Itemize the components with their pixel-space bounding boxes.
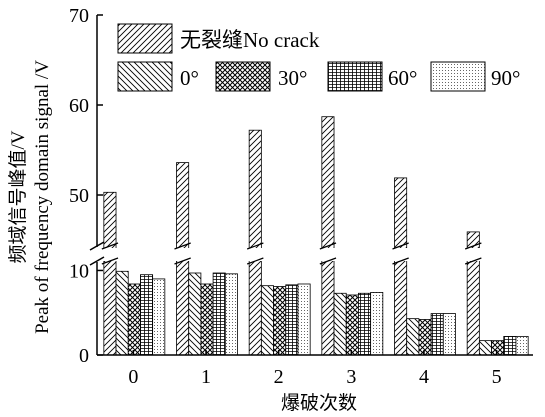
y-axis-title-group-en: Peak of frequency domain signal /V [32,60,53,334]
y-axis-break-high [89,241,105,251]
legend-label-0deg: 0° [180,66,199,90]
legend-swatch-0deg [117,61,173,92]
bar-crosshatch-1 [200,283,214,356]
y-axis-title-group: 频域信号峰值/V [7,130,29,263]
y-tick-label-10: 10 [69,260,89,282]
legend-label-no-crack: 无裂缝No crack [180,28,320,52]
bar-diag-forward-4 [394,177,408,356]
x-tick-label-2: 2 [274,366,284,388]
legend-item-no-crack: 无裂缝No crack [117,23,320,54]
legend-label-30deg: 30° [278,66,307,90]
legend-label-60deg: 60° [388,66,417,90]
x-axis-title: 爆破次数 [281,392,357,414]
bar-grid-5 [503,335,517,356]
bar-grid-4 [430,313,444,356]
bar-dots-3 [370,292,384,356]
y-axis-break-low [89,256,105,266]
bar-diag-forward-2 [248,129,262,356]
bar-diag-back-3 [333,292,347,356]
legend-item-60deg: 60° [327,61,417,92]
bar-grid-1 [212,272,226,356]
break-mark-low-0 [101,257,119,265]
bar-break-gap-3 [320,248,336,261]
bar-break-gap-0 [102,248,118,261]
bar-grid-2 [285,284,299,356]
bar-dots-2 [297,283,311,356]
y-tick-label-50: 50 [69,185,89,207]
break-mark-low-2 [246,257,264,265]
bar-crosshatch-5 [491,340,505,356]
break-mark-high-0 [101,242,119,250]
legend: 无裂缝No crack 0° 30° 60° 90° [117,23,520,92]
plot-area: 0 10 50 60 70 0 1 2 3 4 5 [69,5,533,388]
x-tick-label-5: 5 [492,366,502,388]
bar-diag-back-1 [188,272,202,356]
break-mark-high-1 [174,242,191,250]
x-tick-label-0: 0 [128,366,138,388]
break-mark-low-3 [319,257,337,265]
bar-dots-0 [152,278,166,356]
break-mark-low-4 [392,257,409,265]
legend-swatch-60deg [327,61,383,92]
legend-item-0deg: 0° [117,61,199,92]
bar-grid-0 [140,274,154,356]
break-mark-high-4 [392,242,409,250]
break-mark-low-1 [174,257,191,265]
y-tick-label-0: 0 [79,345,89,367]
bar-diag-back-4 [406,318,420,356]
legend-item-90deg: 90° [430,61,520,92]
bar-diag-back-0 [115,270,129,356]
bar-crosshatch-2 [273,286,287,356]
break-mark-high-2 [246,242,264,250]
legend-swatch-30deg [215,61,271,92]
bar-dots-4 [442,313,456,356]
x-tick-label-1: 1 [201,366,211,388]
legend-swatch-no-crack [117,23,173,54]
bar-dots-1 [224,273,238,356]
bar-dots-5 [515,335,529,356]
bar-grid-3 [358,292,372,356]
legend-swatch-90deg [430,61,486,92]
legend-item-30deg: 30° [215,61,307,92]
x-tick-label-4: 4 [419,366,429,388]
bar-diag-forward-3 [321,116,335,356]
y-axis-title-cn: 频域信号峰值/V [7,130,29,263]
break-mark-low-5 [464,257,482,265]
x-tick-label-3: 3 [346,366,356,388]
bar-crosshatch-3 [345,294,359,356]
bar-diag-back-2 [260,285,274,356]
bar-diag-forward-0 [103,191,117,356]
bar-crosshatch-4 [418,319,432,356]
bar-break-gap-1 [175,248,190,261]
break-mark-high-3 [319,242,337,250]
bar-break-gap-4 [393,248,408,261]
y-tick-label-60: 60 [69,95,89,117]
bar-crosshatch-0 [127,283,141,356]
y-tick-label-70: 70 [69,5,89,27]
bar-break-gap-2 [248,248,263,261]
break-mark-high-5 [464,242,482,250]
bar-diag-back-5 [478,340,492,356]
legend-label-90deg: 90° [491,66,520,90]
bar-break-gap-5 [466,248,481,261]
y-axis-title-en: Peak of frequency domain signal /V [32,60,53,334]
